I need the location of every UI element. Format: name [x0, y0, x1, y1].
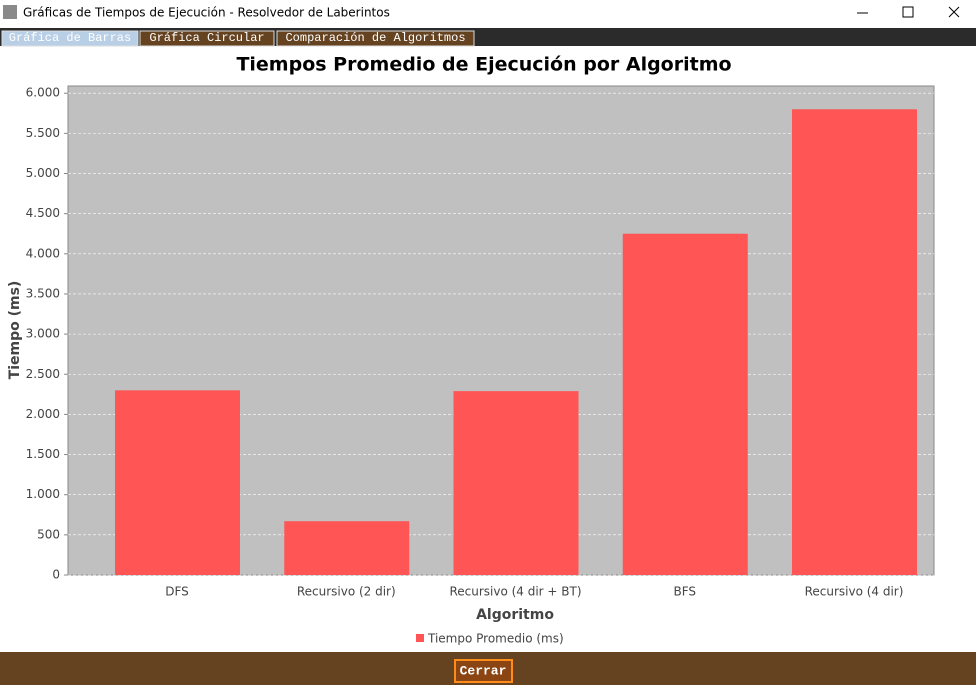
- x-tick-label: Recursivo (4 dir + BT): [449, 585, 581, 599]
- x-tick-label: BFS: [673, 585, 696, 599]
- bar: [792, 109, 917, 576]
- close-button[interactable]: [948, 6, 960, 18]
- y-tick-label: 2.000: [26, 407, 60, 421]
- tab[interactable]: [276, 30, 475, 47]
- tab[interactable]: [1, 30, 139, 47]
- button-label: Cerrar: [460, 663, 507, 678]
- bar: [453, 391, 579, 575]
- y-tick-label: 3.500: [26, 286, 60, 300]
- title-bar: [0, 0, 976, 28]
- y-tick-label: 1.000: [26, 487, 60, 501]
- y-tick-label: 6.000: [26, 86, 60, 100]
- chart-title: Tiempos Promedio de Ejecución por Algori…: [236, 54, 731, 76]
- y-tick-label: 1.500: [26, 447, 60, 461]
- close-window-button[interactable]: [454, 659, 513, 683]
- y-tick-label: 5.500: [26, 126, 60, 140]
- y-tick-label: 5.000: [26, 166, 60, 180]
- tab-label: Gráfica de Barras: [9, 31, 131, 45]
- maximize-button[interactable]: [902, 6, 914, 18]
- x-axis-label: Algoritmo: [476, 607, 554, 623]
- y-axis-label: Tiempo (ms): [7, 281, 23, 380]
- y-tick-label: 3.000: [26, 327, 60, 341]
- x-tick-label: Recursivo (2 dir): [297, 585, 396, 599]
- app-icon: [3, 5, 17, 19]
- y-tick-label: 0: [52, 568, 60, 582]
- y-tick-label: 4.500: [26, 206, 60, 220]
- y-tick-label: 500: [37, 527, 60, 541]
- y-tick-label: 2.500: [26, 367, 60, 381]
- window-title: Gráficas de Tiempos de Ejecución - Resol…: [23, 6, 390, 20]
- y-tick-label: 4.000: [26, 246, 60, 260]
- tab-label: Comparación de Algoritmos: [285, 31, 465, 45]
- legend-swatch: [416, 634, 424, 642]
- x-tick-label: DFS: [165, 585, 189, 599]
- tab[interactable]: [139, 30, 275, 47]
- bar: [284, 521, 410, 575]
- x-tick-label: Recursivo (4 dir): [805, 585, 904, 599]
- bar: [622, 233, 748, 575]
- tab-label: Gráfica Circular: [149, 31, 264, 45]
- legend-label: Tiempo Promedio (ms): [427, 632, 564, 646]
- bar: [115, 390, 240, 575]
